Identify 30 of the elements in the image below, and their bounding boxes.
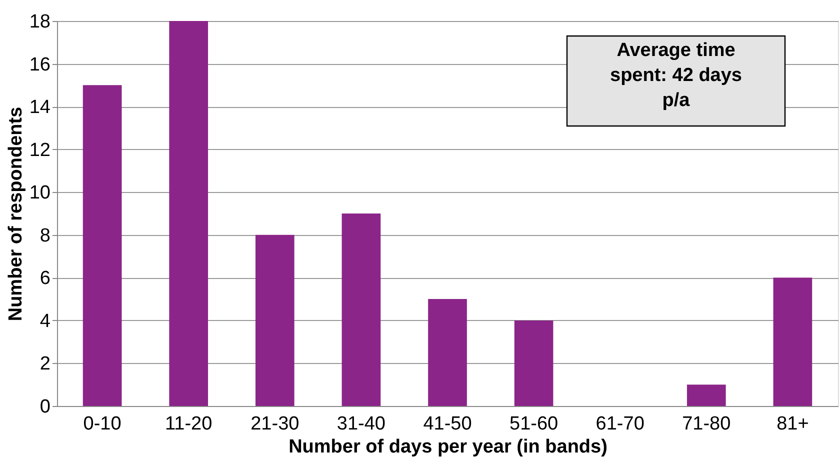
bar xyxy=(773,278,812,406)
x-axis-title: Number of days per year (in bands) xyxy=(288,436,608,458)
y-tick-label: 6 xyxy=(40,268,50,290)
y-tick-label: 12 xyxy=(29,140,50,161)
annotation: Average time spent: 42 days p/a xyxy=(610,40,742,111)
y-tick-label: 0 xyxy=(40,396,50,418)
x-tick-label: 61-70 xyxy=(596,414,644,434)
y-tick-label: 16 xyxy=(29,54,50,76)
bar xyxy=(686,384,726,406)
bar xyxy=(169,21,208,406)
y-tick-label: 10 xyxy=(29,182,50,204)
y-tick-label: 14 xyxy=(29,97,51,118)
y-tick-label: 2 xyxy=(40,354,50,375)
y-tick-label: 8 xyxy=(40,225,50,246)
y-tick-label: 18 xyxy=(29,12,50,32)
bar xyxy=(428,299,467,406)
bar xyxy=(82,85,122,406)
bar xyxy=(514,320,554,406)
bar xyxy=(255,234,294,406)
bar xyxy=(342,214,381,406)
y-tick-label: 4 xyxy=(40,310,51,332)
x-tick-label: 21-30 xyxy=(250,414,300,434)
x-tick-label: 71-80 xyxy=(682,414,731,434)
x-tick-label: 31-40 xyxy=(336,414,386,434)
x-tick-label: 41-50 xyxy=(423,414,472,434)
x-tick-label: 0-10 xyxy=(83,414,122,434)
y-axis-title: Number of respondents xyxy=(5,106,26,322)
x-tick-label: 81+ xyxy=(776,414,809,434)
x-tick-label: 11-20 xyxy=(165,414,212,434)
x-tick-label: 51-60 xyxy=(509,414,558,434)
